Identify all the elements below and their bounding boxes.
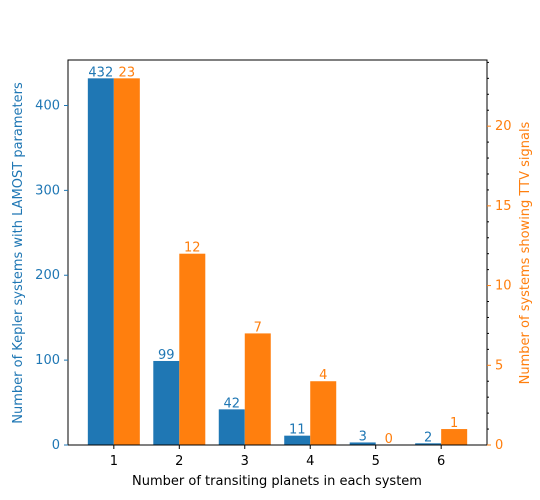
data-label-right-4: 4 bbox=[319, 368, 327, 383]
right-tick-label-0: 0 bbox=[495, 438, 503, 453]
bar-left-1 bbox=[87, 78, 114, 445]
plot-frame bbox=[67, 59, 488, 446]
data-label-left-5: 3 bbox=[359, 429, 367, 444]
data-label-right-2: 12 bbox=[184, 241, 201, 256]
x-tick-label-6: 6 bbox=[437, 454, 445, 469]
left-tick-label-200: 200 bbox=[35, 268, 60, 283]
left-tick-label-300: 300 bbox=[35, 183, 60, 198]
left-tick-label-0: 0 bbox=[52, 438, 60, 453]
bar-right-6 bbox=[441, 429, 468, 445]
data-label-right-1: 23 bbox=[119, 65, 136, 80]
bar-right-4 bbox=[310, 381, 337, 445]
x-tick-label-3: 3 bbox=[241, 454, 249, 469]
x-tick-label-4: 4 bbox=[306, 454, 314, 469]
x-axis-title: Number of transiting planets in each sys… bbox=[132, 474, 422, 489]
data-label-left-3: 42 bbox=[223, 396, 240, 411]
data-label-right-6: 1 bbox=[450, 416, 458, 431]
x-tick-label-5: 5 bbox=[372, 454, 380, 469]
right-tick-label-20: 20 bbox=[495, 119, 512, 134]
bar-value-labels: 432 23 99 12 42 7 11 4 3 0 2 1 bbox=[88, 65, 458, 447]
bar-left-2 bbox=[153, 360, 180, 445]
bar-left-5 bbox=[349, 442, 376, 445]
data-label-left-2: 99 bbox=[158, 348, 175, 363]
left-y-axis-title: Number of Kepler systems with LAMOST par… bbox=[11, 82, 26, 424]
right-tick-label-10: 10 bbox=[495, 279, 512, 294]
bar-left-3 bbox=[218, 409, 245, 445]
data-label-right-5: 0 bbox=[385, 432, 393, 447]
data-label-left-1: 432 bbox=[88, 65, 113, 80]
bar-right-2 bbox=[179, 253, 206, 445]
data-label-left-4: 11 bbox=[289, 423, 306, 438]
bar-right-1 bbox=[113, 78, 140, 445]
data-label-left-6: 2 bbox=[424, 430, 432, 445]
right-tick-label-5: 5 bbox=[495, 358, 503, 373]
right-y-axis-title: Number of systems showing TTV signals bbox=[518, 121, 533, 384]
bar-left-6 bbox=[415, 443, 442, 445]
data-label-right-3: 7 bbox=[254, 320, 262, 335]
left-series-bars bbox=[87, 78, 442, 445]
bar-right-3 bbox=[244, 333, 271, 445]
bar-left-4 bbox=[284, 435, 311, 445]
x-tick-label-1: 1 bbox=[110, 454, 118, 469]
left-tick-label-100: 100 bbox=[35, 353, 60, 368]
x-tick-label-2: 2 bbox=[175, 454, 183, 469]
right-tick-label-15: 15 bbox=[495, 199, 512, 214]
left-tick-label-400: 400 bbox=[35, 98, 60, 113]
chart-axes bbox=[67, 59, 488, 446]
right-series-bars bbox=[113, 78, 468, 445]
